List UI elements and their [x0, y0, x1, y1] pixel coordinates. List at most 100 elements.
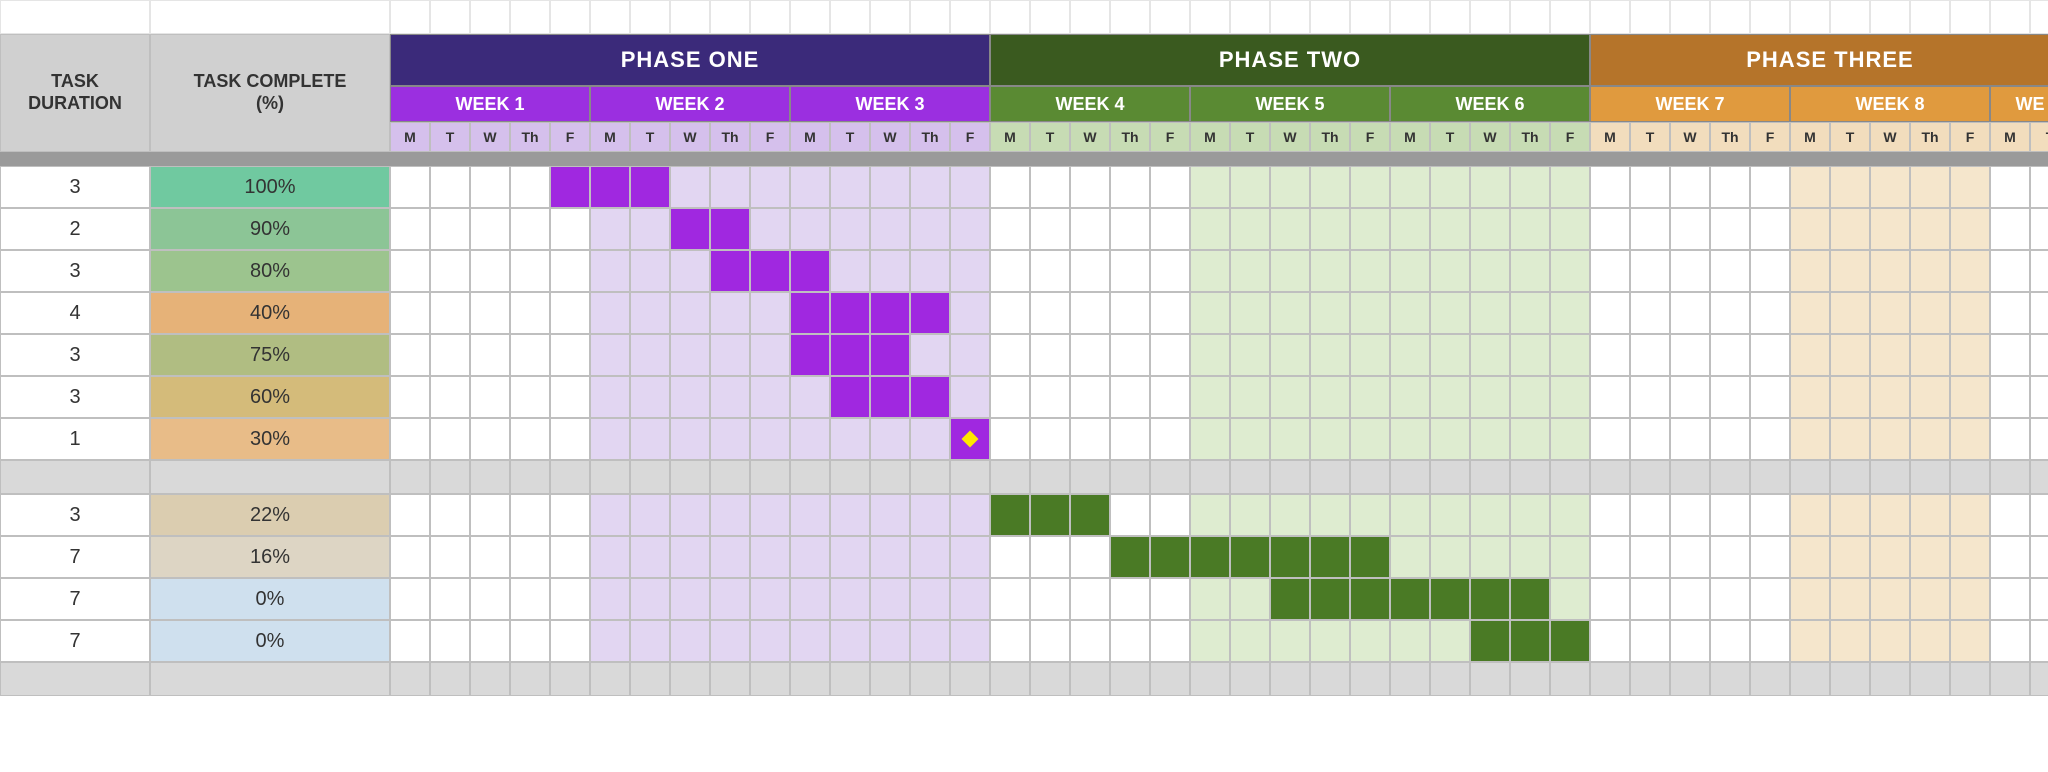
blank-cell — [1990, 662, 2030, 696]
gantt-cell — [1310, 166, 1350, 208]
gantt-cell — [470, 494, 510, 536]
gantt-cell — [1310, 208, 1350, 250]
gantt-cell — [510, 250, 550, 292]
blank-cell — [910, 662, 950, 696]
gantt-chart: TASKDURATIONTASK COMPLETE(%)PHASE ONEPHA… — [0, 0, 2048, 696]
gantt-cell — [1630, 578, 1670, 620]
task-duration: 7 — [0, 536, 150, 578]
gantt-cell — [870, 208, 910, 250]
gantt-cell — [990, 418, 1030, 460]
gantt-cell — [630, 578, 670, 620]
gantt-cell — [1750, 166, 1790, 208]
gantt-cell — [1190, 620, 1230, 662]
gantt-bar-cell — [1390, 578, 1430, 620]
gantt-cell — [1670, 208, 1710, 250]
gantt-cell — [790, 494, 830, 536]
gantt-cell — [1030, 536, 1070, 578]
gantt-cell — [1230, 578, 1270, 620]
gantt-cell — [750, 376, 790, 418]
day-header: T — [430, 122, 470, 152]
gantt-cell — [1030, 376, 1070, 418]
gantt-cell — [1150, 292, 1190, 334]
gantt-cell — [510, 494, 550, 536]
blank-cell — [1230, 460, 1270, 494]
header-task-duration: TASKDURATION — [0, 34, 150, 152]
phase-header: PHASE ONE — [390, 34, 990, 86]
gantt-cell — [1190, 418, 1230, 460]
blank-cell — [790, 460, 830, 494]
gantt-cell — [1470, 494, 1510, 536]
gantt-cell — [1950, 250, 1990, 292]
blank-cell — [2030, 460, 2048, 494]
gantt-cell — [2030, 376, 2048, 418]
week-header: WE — [1990, 86, 2048, 122]
gantt-cell — [550, 578, 590, 620]
gantt-cell — [1150, 620, 1190, 662]
gantt-cell — [1430, 494, 1470, 536]
blank-cell — [1710, 662, 1750, 696]
gantt-cell — [670, 418, 710, 460]
gantt-cell — [1190, 292, 1230, 334]
gantt-cell — [1350, 494, 1390, 536]
gantt-cell — [1550, 376, 1590, 418]
day-header: W — [1270, 122, 1310, 152]
gantt-cell — [2030, 536, 2048, 578]
gantt-cell — [1510, 334, 1550, 376]
gantt-cell — [630, 494, 670, 536]
blank-cell — [1350, 662, 1390, 696]
gantt-cell — [1110, 418, 1150, 460]
gantt-cell — [830, 578, 870, 620]
gantt-cell — [1230, 620, 1270, 662]
gantt-cell — [790, 208, 830, 250]
day-header: M — [790, 122, 830, 152]
blank-cell — [390, 662, 430, 696]
blank-cell — [1710, 0, 1750, 34]
gantt-cell — [1070, 250, 1110, 292]
gantt-cell — [710, 578, 750, 620]
gantt-cell — [430, 620, 470, 662]
gantt-cell — [830, 494, 870, 536]
gantt-cell — [1110, 208, 1150, 250]
blank-cell — [1790, 0, 1830, 34]
gantt-cell — [910, 578, 950, 620]
gantt-cell — [950, 578, 990, 620]
day-header: M — [590, 122, 630, 152]
gantt-cell — [630, 536, 670, 578]
gantt-cell — [510, 166, 550, 208]
gantt-cell — [1710, 418, 1750, 460]
task-complete-pct: 30% — [150, 418, 390, 460]
gantt-cell — [1910, 620, 1950, 662]
gantt-cell — [1830, 292, 1870, 334]
gantt-cell — [1950, 292, 1990, 334]
task-duration: 2 — [0, 208, 150, 250]
gantt-cell — [470, 376, 510, 418]
blank-cell — [790, 662, 830, 696]
gantt-cell — [1510, 376, 1550, 418]
blank-cell — [1430, 662, 1470, 696]
gantt-cell — [1150, 334, 1190, 376]
gantt-cell — [1630, 494, 1670, 536]
gantt-cell — [1790, 292, 1830, 334]
gantt-cell — [670, 250, 710, 292]
gantt-cell — [2030, 292, 2048, 334]
gantt-cell — [1350, 376, 1390, 418]
gantt-cell — [710, 334, 750, 376]
gantt-cell — [1390, 334, 1430, 376]
blank-cell — [1030, 662, 1070, 696]
gantt-cell — [670, 334, 710, 376]
week-header: WEEK 5 — [1190, 86, 1390, 122]
gantt-cell — [1430, 292, 1470, 334]
gantt-cell — [830, 418, 870, 460]
gantt-cell — [550, 208, 590, 250]
task-duration: 7 — [0, 620, 150, 662]
blank-cell — [1390, 0, 1430, 34]
gantt-bar-cell — [1070, 494, 1110, 536]
gantt-cell — [1830, 208, 1870, 250]
blank-cell — [0, 460, 150, 494]
gantt-cell — [1390, 494, 1430, 536]
blank-cell — [510, 662, 550, 696]
blank-cell — [1070, 460, 1110, 494]
gantt-cell — [630, 376, 670, 418]
gantt-cell — [1750, 620, 1790, 662]
gantt-cell — [1710, 292, 1750, 334]
